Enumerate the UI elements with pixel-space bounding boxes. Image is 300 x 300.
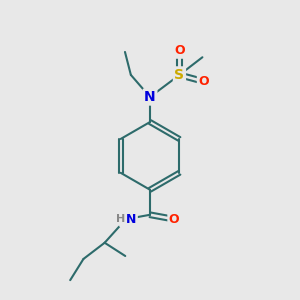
Text: N: N (126, 213, 136, 226)
Text: O: O (174, 44, 185, 57)
Text: H: H (116, 214, 125, 224)
Text: O: O (169, 213, 179, 226)
Text: H: H (121, 214, 130, 224)
Text: O: O (198, 75, 209, 88)
Text: S: S (174, 68, 184, 82)
Text: N: N (121, 213, 131, 226)
Text: N: N (144, 90, 156, 104)
